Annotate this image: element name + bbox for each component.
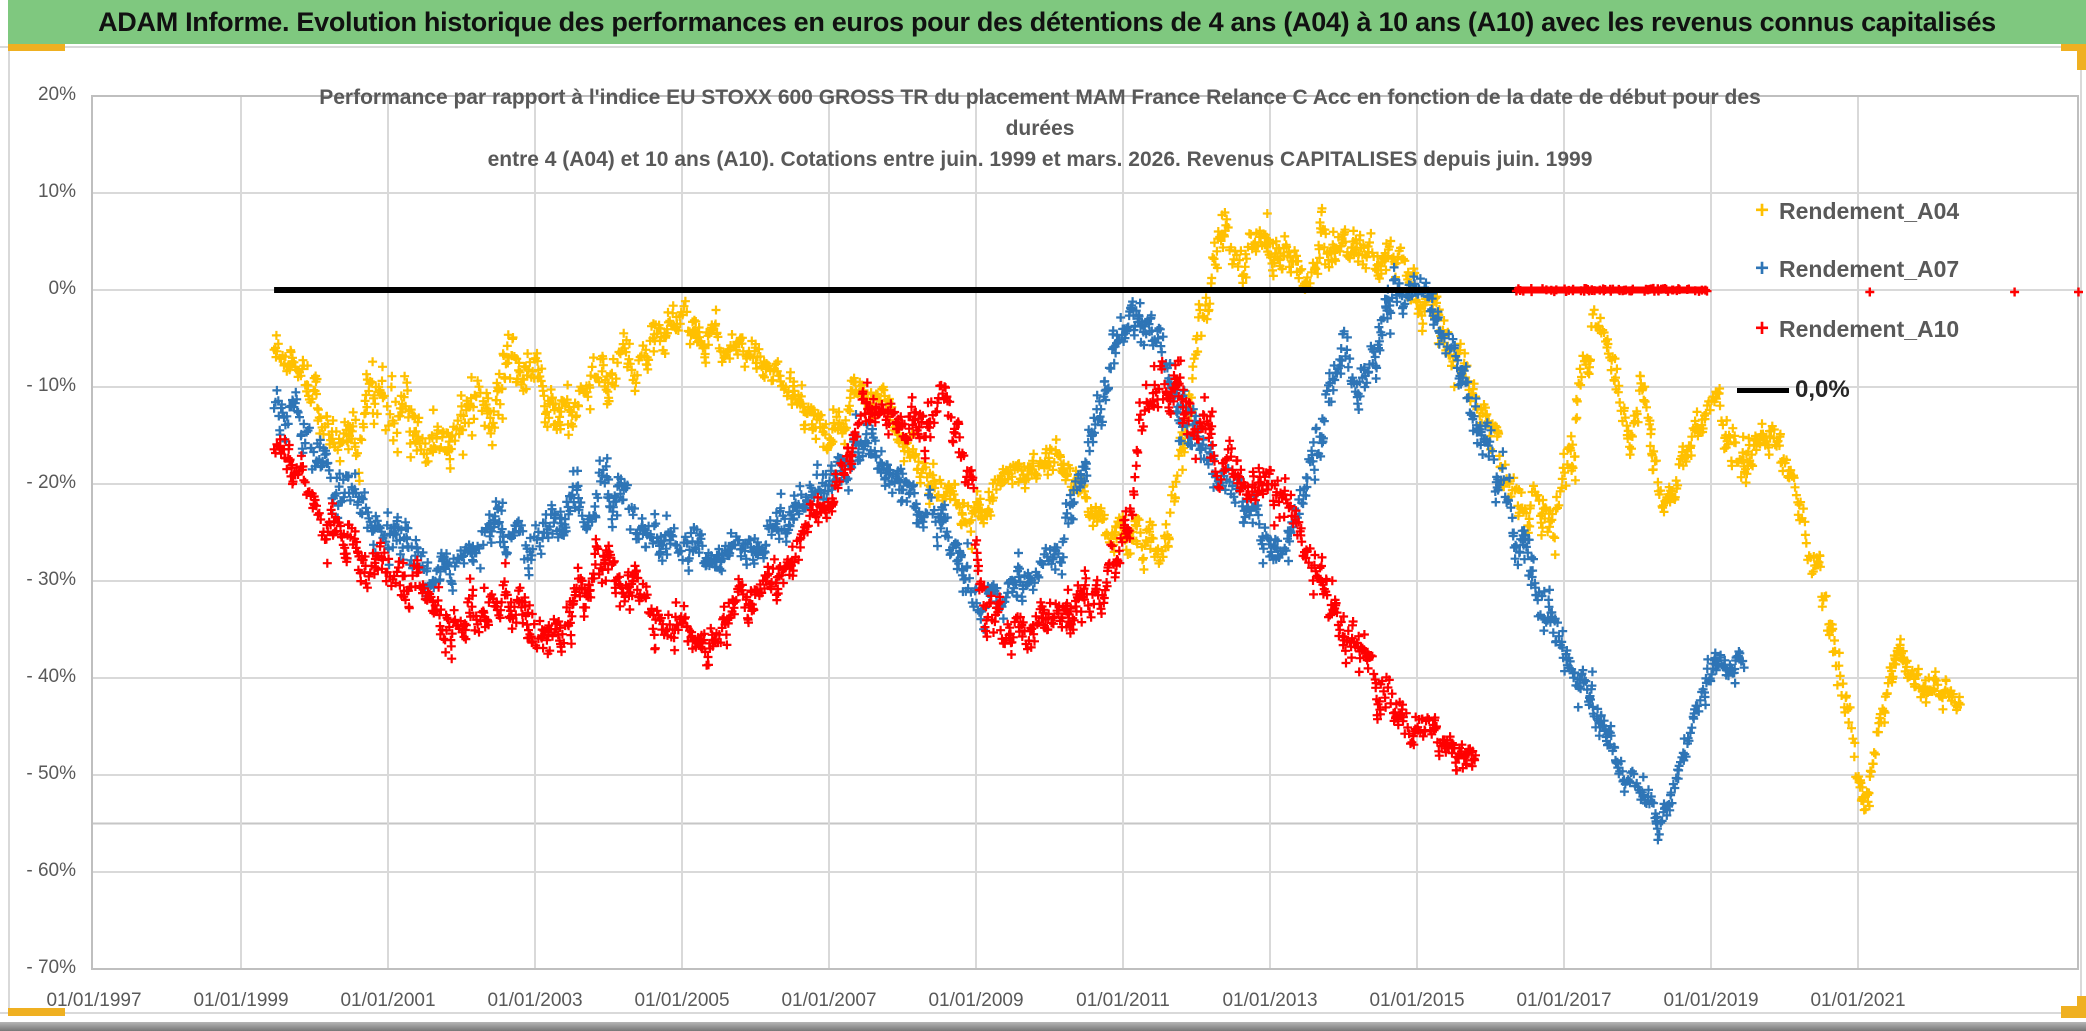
- x-tick-label: 01/01/2017: [1516, 990, 1612, 1011]
- gold-accent-bottom-left: [8, 1008, 65, 1016]
- x-tick-label: 01/01/2011: [1076, 990, 1170, 1011]
- legend-label-a04: Rendement_A04: [1779, 197, 1960, 224]
- legend-label-a07: Rendement_A07: [1779, 255, 1960, 282]
- chart-title-line-1: Performance par rapport à l'indice EU ST…: [319, 86, 1761, 109]
- gold-accent-top-left: [8, 44, 65, 51]
- chart-title-line-2: durées: [1005, 117, 1075, 140]
- x-tick-label: 01/01/2021: [1810, 990, 1906, 1011]
- y-tick-label: - 60%: [26, 860, 76, 881]
- y-tick-label: - 70%: [26, 957, 76, 978]
- bottom-window-edge: [0, 1022, 2086, 1031]
- gold-accent-top-right-v: [2077, 44, 2086, 70]
- y-tick-label: - 40%: [26, 666, 76, 687]
- gold-accent-bottom-right-v: [2077, 996, 2086, 1018]
- x-tick-label: 01/01/2009: [928, 990, 1024, 1011]
- x-tick-label: 01/01/2019: [1663, 990, 1759, 1011]
- y-tick-label: 20%: [37, 84, 76, 105]
- plot-border: [91, 95, 2079, 970]
- legend-item-zero-line: 0,0%: [1737, 376, 1850, 404]
- legend-label-a10: Rendement_A10: [1779, 315, 1960, 342]
- x-tick-label: 01/01/2003: [487, 990, 583, 1011]
- x-tick-label: 01/01/1997: [46, 990, 142, 1011]
- y-tick-label: - 10%: [26, 375, 76, 396]
- a07-plus-marker-icon: +: [1754, 255, 1769, 282]
- y-tick-label: 10%: [37, 181, 76, 202]
- banner: ADAM Informe. Evolution historique des p…: [8, 0, 2086, 44]
- frame-top-line: [0, 46, 2086, 48]
- frame-bottom-line: [0, 1012, 2086, 1014]
- frame-left-line: [8, 46, 10, 1013]
- legend-label-zero: 0,0%: [1795, 376, 1850, 403]
- x-tick-label: 01/01/1999: [193, 990, 289, 1011]
- gold-accent-top-right-h: [2061, 44, 2086, 51]
- legend-item-a07: + Rendement_A07: [1745, 255, 1959, 283]
- a10-plus-marker-icon: +: [1754, 315, 1769, 342]
- y-tick-label: - 30%: [26, 569, 76, 590]
- chart-title: Performance par rapport à l'indice EU ST…: [180, 82, 1900, 175]
- x-tick-label: 01/01/2005: [634, 990, 730, 1011]
- y-tick-label: - 20%: [26, 472, 76, 493]
- x-tick-label: 01/01/2015: [1369, 990, 1465, 1011]
- x-tick-label: 01/01/2007: [781, 990, 877, 1011]
- x-tick-label: 01/01/2013: [1222, 990, 1318, 1011]
- x-tick-label: 01/01/2001: [340, 990, 436, 1011]
- zero-line-swatch-icon: [1737, 387, 1789, 393]
- zero-reference-lines: [274, 282, 2085, 298]
- banner-title: ADAM Informe. Evolution historique des p…: [98, 6, 1996, 37]
- legend-item-a04: + Rendement_A04: [1745, 197, 1959, 225]
- a04-plus-marker-icon: +: [1754, 197, 1769, 224]
- y-tick-label: - 50%: [26, 763, 76, 784]
- chart-title-line-3: entre 4 (A04) et 10 ans (A10). Cotations…: [487, 148, 1593, 171]
- y-tick-label: 0%: [48, 278, 76, 299]
- frame-right-line: [2080, 46, 2082, 1013]
- legend-item-a10: + Rendement_A10: [1745, 315, 1959, 343]
- scatter-series-rendement_a07: [268, 261, 1750, 846]
